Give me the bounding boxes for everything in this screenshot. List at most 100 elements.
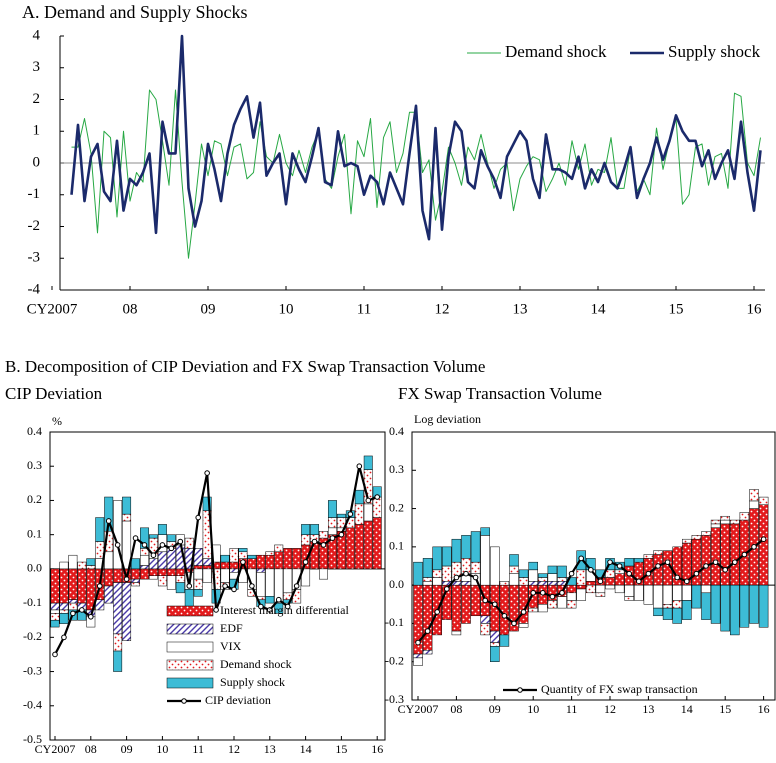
bar-segment — [528, 561, 538, 571]
y-tick-label: 0.0 — [389, 577, 404, 591]
bar-segment — [372, 496, 382, 518]
x-tick-label: 13 — [642, 702, 654, 716]
bar-segment — [59, 561, 69, 570]
bar-segment — [557, 577, 567, 582]
line-marker — [559, 590, 565, 596]
bar-segment — [220, 561, 230, 570]
line-marker — [597, 578, 604, 585]
bar-segment — [166, 575, 176, 590]
bar-segment — [509, 565, 519, 574]
bar-segment — [193, 589, 203, 597]
legend-label: Interest margin differential — [220, 603, 350, 617]
legend-label: EDF — [220, 621, 243, 635]
bar-segment — [595, 592, 606, 597]
x-tick-label: 12 — [228, 742, 240, 756]
bar-segment — [422, 558, 433, 578]
bar-segment — [113, 650, 123, 672]
x-tick-label: 08 — [85, 742, 97, 756]
bar-segment — [301, 524, 311, 535]
line-marker — [79, 607, 85, 613]
line-marker — [588, 567, 594, 573]
bar-segment — [528, 584, 538, 609]
bar-segment — [86, 565, 96, 570]
bar-segment — [720, 515, 730, 521]
bar-segment — [175, 582, 185, 594]
bar-segment — [148, 568, 158, 576]
y-tick-label: -2 — [28, 218, 41, 234]
legend-swatch — [166, 605, 214, 617]
chart-title: A. Demand and Supply Shocks — [22, 2, 247, 22]
bar-segment — [442, 565, 452, 582]
bar-segment — [624, 584, 634, 597]
bar-segment — [372, 517, 382, 570]
y-tick-label: 0 — [33, 154, 41, 170]
bar-segment — [422, 584, 433, 651]
line-marker — [258, 603, 264, 610]
bar-segment — [509, 573, 519, 586]
bar-segment — [682, 538, 692, 544]
y-axis-label: % — [52, 414, 62, 428]
bar-segment — [614, 584, 625, 594]
bar-segment — [283, 548, 293, 570]
x-tick-label: 15 — [719, 702, 731, 716]
bar-segment — [653, 550, 663, 555]
bar-segment — [247, 589, 257, 597]
bar-segment — [422, 577, 433, 582]
bar-segment — [528, 581, 538, 586]
y-tick-label: 3 — [33, 59, 41, 75]
line-marker — [70, 610, 76, 617]
line-marker — [751, 544, 757, 550]
bar-segment — [68, 602, 78, 611]
bar-segment — [202, 565, 212, 570]
bar-segment — [605, 569, 615, 578]
bar-segment — [547, 573, 558, 582]
line-marker — [240, 559, 246, 565]
bar-segment — [148, 534, 158, 539]
bar-segment — [166, 548, 176, 570]
line-marker — [501, 612, 508, 619]
legend-swatch — [166, 623, 214, 635]
bar-segment — [576, 584, 586, 590]
bar-segment — [682, 600, 692, 620]
bar-segment — [749, 489, 759, 502]
bar-segment — [274, 551, 284, 570]
bar-segment — [59, 609, 69, 614]
bar-segment — [499, 581, 510, 586]
bar-segment — [691, 538, 702, 586]
bar-segment — [86, 558, 96, 566]
bar-segment — [59, 602, 69, 611]
x-tick-label: 15 — [669, 301, 684, 317]
line-marker — [114, 542, 121, 548]
bar-segment — [220, 568, 230, 583]
bar-segment — [461, 584, 471, 624]
y-tick-label: 0.1 — [389, 539, 404, 553]
bar-segment — [202, 568, 212, 583]
line-marker — [311, 538, 318, 545]
legend-label: Supply shock — [668, 42, 761, 61]
bar-segment — [470, 561, 481, 574]
x-tick-label: 08 — [450, 702, 462, 716]
x-tick-label: 09 — [121, 742, 133, 756]
line-marker — [338, 531, 345, 538]
bar-segment — [202, 496, 212, 511]
line-marker — [444, 586, 450, 592]
bar-segment — [238, 548, 248, 553]
bar-segment — [499, 584, 510, 636]
bar-segment — [122, 513, 132, 522]
y-tick-label: -0.2 — [385, 653, 404, 667]
bar-segment — [140, 565, 149, 570]
bar-segment — [710, 584, 721, 624]
line-marker — [540, 590, 546, 596]
bar-segment — [538, 604, 548, 613]
bar-segment — [528, 607, 538, 613]
bar-segment — [595, 584, 606, 594]
plot-frame — [411, 431, 776, 701]
bar-segment — [354, 524, 364, 570]
line-marker — [703, 563, 709, 569]
bar-segment — [586, 584, 596, 594]
bar-segment — [672, 607, 682, 624]
bar-segment — [643, 584, 654, 605]
line-marker — [177, 538, 184, 545]
bar-segment — [653, 584, 663, 609]
